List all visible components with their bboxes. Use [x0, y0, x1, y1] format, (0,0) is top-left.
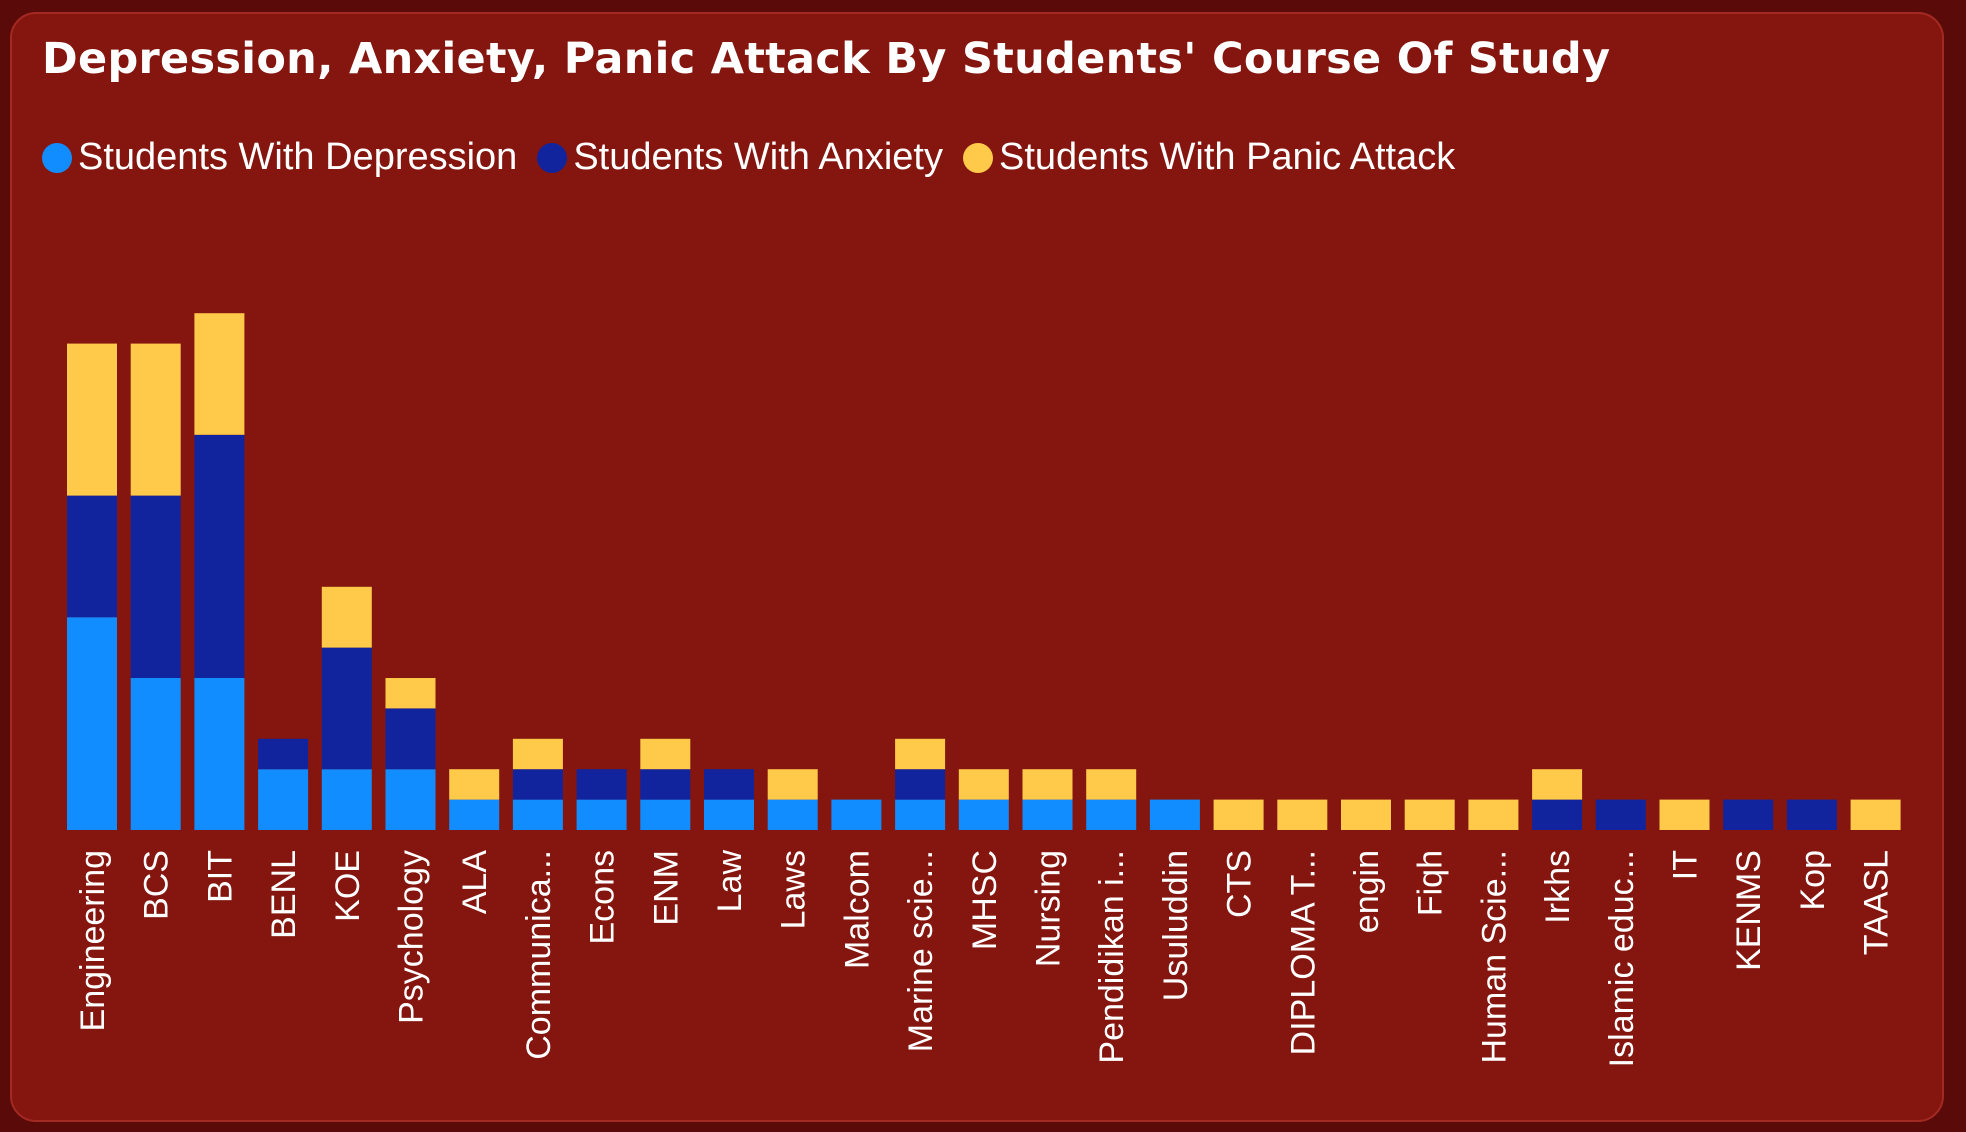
x-tick-label: BIT [201, 850, 239, 903]
x-tick-label: KOE [329, 850, 367, 922]
legend-item-panic-attack[interactable]: Students With Panic Attack [962, 136, 1456, 179]
x-tick-label: Usuluddin [1157, 850, 1195, 1001]
bar-segment-panic-attack-9[interactable] [640, 738, 691, 770]
bar-segment-anxiety-1[interactable] [130, 495, 181, 678]
x-tick-label: engin [1348, 850, 1386, 933]
bar-segment-depression-2[interactable] [194, 678, 245, 830]
bar-segment-panic-attack-1[interactable] [130, 343, 181, 496]
bar-segment-panic-attack-13[interactable] [895, 738, 946, 770]
legend-item-anxiety[interactable]: Students With Anxiety [537, 136, 943, 179]
bar-segment-anxiety-27[interactable] [1786, 799, 1837, 830]
bar-segment-panic-attack-21[interactable] [1404, 799, 1455, 830]
legend-swatch-panic-attack [962, 142, 993, 173]
bar-segment-depression-11[interactable] [767, 799, 818, 830]
bar-segment-depression-1[interactable] [130, 678, 181, 830]
bar-segment-panic-attack-20[interactable] [1341, 799, 1391, 830]
x-tick-label: Islamic educ... [1603, 850, 1641, 1067]
bar-segment-depression-10[interactable] [704, 799, 754, 830]
x-tick-label: Laws [775, 850, 813, 929]
x-tick-label: Communica... [520, 850, 558, 1060]
bar-segment-panic-attack-6[interactable] [449, 769, 500, 800]
legend-label-panic-attack: Students With Panic Attack [998, 136, 1456, 178]
x-tick-label: CTS [1221, 850, 1259, 918]
x-tick-label: Malcom [838, 850, 876, 969]
x-tick-label: ENM [647, 850, 685, 926]
bar-segment-panic-attack-18[interactable] [1213, 799, 1264, 830]
bar-segment-panic-attack-7[interactable] [512, 738, 563, 770]
bar-segment-panic-attack-28[interactable] [1850, 799, 1901, 830]
x-tick-label: Irkhs [1539, 850, 1577, 924]
x-tick-label: Nursing [1030, 850, 1068, 967]
bar-segment-depression-3[interactable] [258, 769, 309, 830]
chart-card: Depression, Anxiety, Panic Attack By Stu… [10, 12, 1944, 1122]
bar-segment-anxiety-5[interactable] [385, 708, 436, 770]
bar-segment-anxiety-2[interactable] [194, 434, 245, 678]
bar-segment-anxiety-4[interactable] [321, 647, 372, 770]
bar-segment-panic-attack-4[interactable] [321, 586, 372, 648]
bar-segment-depression-8[interactable] [576, 799, 627, 830]
bar-segment-panic-attack-11[interactable] [767, 769, 818, 800]
bar-segment-panic-attack-23[interactable] [1532, 769, 1583, 800]
bar-segment-panic-attack-0[interactable] [67, 343, 117, 496]
legend-label-depression: Students With Depression [78, 136, 518, 178]
bar-segment-depression-14[interactable] [958, 799, 1009, 830]
legend-swatch-depression [42, 142, 72, 173]
bar-segment-panic-attack-5[interactable] [385, 678, 436, 709]
bar-segment-depression-7[interactable] [512, 799, 563, 830]
x-tick-label: Marine scie... [902, 850, 940, 1052]
x-tick-label: Engineering [74, 850, 112, 1031]
bar-segment-anxiety-9[interactable] [640, 769, 691, 800]
x-tick-label: MHSC [966, 850, 1004, 950]
legend: Students With Depression Students With A… [42, 136, 1475, 179]
x-tick-label: Kop [1794, 850, 1832, 911]
bar-segment-depression-15[interactable] [1022, 799, 1073, 830]
bar-segment-anxiety-10[interactable] [704, 769, 754, 800]
bar-segment-anxiety-13[interactable] [895, 769, 946, 800]
bar-segment-anxiety-3[interactable] [258, 738, 309, 770]
x-tick-label: ALA [456, 850, 494, 915]
legend-swatch-anxiety [537, 142, 568, 173]
bar-segment-anxiety-8[interactable] [576, 769, 627, 800]
bar-segment-panic-attack-25[interactable] [1659, 799, 1710, 830]
x-tick-label: Econs [584, 850, 622, 945]
x-tick-label: IT [1667, 850, 1705, 880]
bar-segment-anxiety-0[interactable] [67, 495, 117, 618]
bar-segment-depression-6[interactable] [449, 799, 500, 830]
x-tick-label: Psychology [393, 850, 431, 1024]
bar-segment-depression-0[interactable] [67, 617, 117, 830]
bar-segment-anxiety-7[interactable] [512, 769, 563, 800]
x-tick-label: Pendidikan i... [1093, 850, 1131, 1064]
x-tick-label: Law [711, 850, 749, 913]
x-tick-label: Fiqh [1412, 850, 1450, 916]
legend-item-depression[interactable]: Students With Depression [42, 136, 517, 179]
bar-segment-depression-17[interactable] [1149, 799, 1200, 830]
bar-segment-depression-5[interactable] [385, 769, 436, 830]
bar-segment-depression-9[interactable] [640, 799, 691, 830]
stacked-bar-chart: Engineering BCS BIT BENL KOE Psychology ALA Com… [67, 313, 1901, 1067]
bar-segment-anxiety-23[interactable] [1532, 799, 1583, 830]
x-tick-label: TAASL [1858, 850, 1896, 955]
legend-label-anxiety: Students With Anxiety [573, 136, 943, 178]
bar-segment-anxiety-24[interactable] [1595, 799, 1646, 830]
bar-segment-depression-13[interactable] [895, 799, 946, 830]
bar-segment-panic-attack-2[interactable] [194, 313, 245, 435]
bar-segment-panic-attack-22[interactable] [1468, 799, 1519, 830]
bar-segment-panic-attack-19[interactable] [1277, 799, 1328, 830]
x-tick-label: BENL [265, 850, 303, 939]
bar-segment-depression-4[interactable] [321, 769, 372, 830]
x-tick-label: Human Scie... [1475, 850, 1513, 1064]
bar-segment-panic-attack-14[interactable] [958, 769, 1009, 800]
bar-segment-panic-attack-16[interactable] [1086, 769, 1137, 800]
x-tick-label: DIPLOMA T... [1284, 850, 1322, 1055]
x-tick-label: KENMS [1730, 850, 1768, 971]
x-tick-label: BCS [138, 850, 176, 920]
bar-segment-depression-16[interactable] [1086, 799, 1137, 830]
bar-segment-panic-attack-15[interactable] [1022, 769, 1073, 800]
bar-segment-depression-12[interactable] [831, 799, 882, 830]
chart-title: Depression, Anxiety, Panic Attack By Stu… [42, 34, 1611, 84]
bar-segment-anxiety-26[interactable] [1723, 799, 1774, 830]
